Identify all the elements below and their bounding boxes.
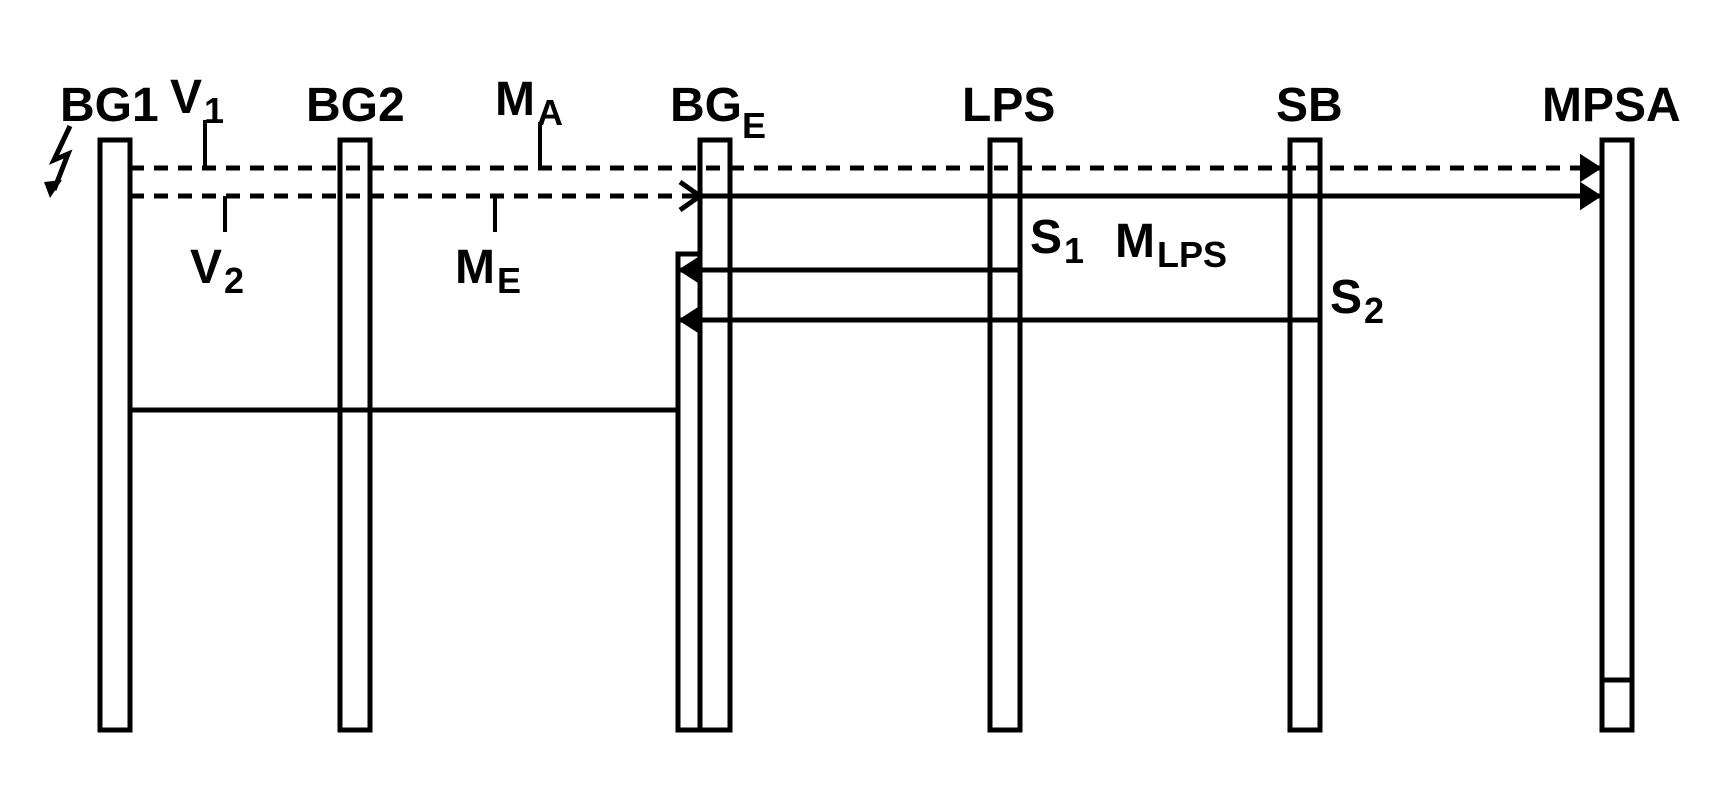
lifeline-label-mpsa: MPSA [1542, 78, 1681, 133]
lifeline-label-bg2: BG2 [306, 78, 405, 133]
lifeline-label-sb: SB [1276, 78, 1343, 133]
lifeline-label-bge: BGE [670, 78, 766, 141]
annotation-label-v1: V1 [170, 70, 224, 125]
diagram-container: BG1 BG2 BGE LPS SB MPSA V1 V2 MA ME S1 S2 MLPS [0, 0, 1730, 796]
sequence-diagram-svg [0, 0, 1730, 796]
lifeline-label-lps: LPS [962, 78, 1055, 133]
lifeline-mpsa [1602, 140, 1632, 730]
annotation-label-s2: S2 [1330, 270, 1384, 325]
lifeline-bg2 [340, 140, 370, 730]
annotation-label-v2: V2 [190, 240, 244, 295]
lifeline-label-bg1: BG1 [60, 78, 159, 133]
annotation-label-s1: S1 [1030, 210, 1084, 265]
annotation-label-me: ME [455, 240, 521, 295]
lifeline-lps [990, 140, 1020, 730]
lifeline-bge [700, 140, 730, 730]
annotation-label-ma: MA [495, 72, 563, 127]
annotation-label-mlps: MLPS [1115, 214, 1227, 269]
lifeline-bg1 [100, 140, 130, 730]
lifeline-sb [1290, 140, 1320, 730]
